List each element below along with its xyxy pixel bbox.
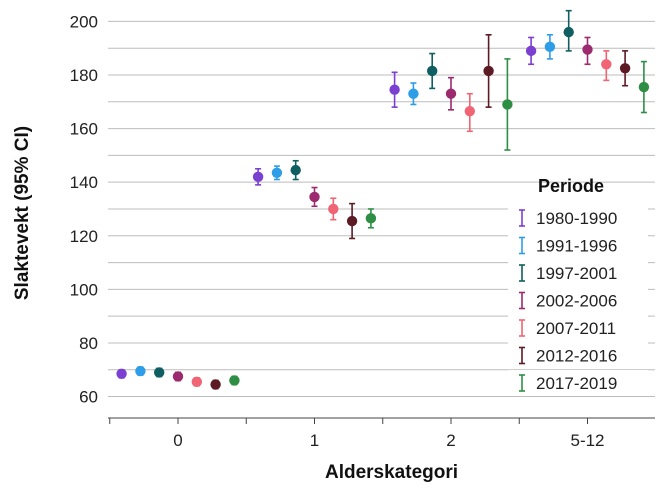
point-marker	[445, 88, 457, 99]
gridlines	[108, 20, 655, 398]
data-point	[191, 376, 202, 388]
data-point	[172, 371, 184, 382]
legend-label: 1991-1996	[536, 237, 617, 256]
legend-item: 2017-2019	[508, 370, 648, 395]
data-point	[135, 365, 146, 377]
legend-item: 1991-1996	[508, 232, 648, 258]
data-point	[210, 379, 221, 390]
point-marker	[172, 371, 184, 382]
point-marker	[309, 191, 320, 203]
y-tick-label: 140	[70, 173, 98, 192]
point-marker	[191, 376, 202, 388]
y-axis-ticks: 60 80 100 120 140 160 180 200	[70, 12, 98, 406]
point-marker	[154, 367, 165, 378]
point-marker	[408, 88, 419, 99]
data-point	[365, 208, 377, 229]
data-point	[582, 36, 593, 66]
legend-item-bg	[508, 260, 648, 285]
point-marker	[563, 26, 574, 38]
legend-label: 2012-2016	[536, 347, 617, 366]
legend-label: 2002-2006	[536, 292, 617, 311]
data-point	[408, 82, 419, 106]
legend-item: 1980-1990	[508, 205, 648, 230]
legend-item: 2002-2006	[508, 287, 648, 313]
y-tick-label: 180	[70, 66, 98, 85]
legend: Periode 1980-1990 1991-1996 1997-2001 2002-…	[508, 176, 648, 395]
data-point	[229, 375, 240, 386]
legend-item-bg	[508, 287, 648, 313]
point-marker	[638, 81, 650, 93]
data-point	[116, 368, 127, 379]
point-marker	[525, 45, 537, 57]
data-point	[563, 9, 574, 52]
legend-item: 2012-2016	[508, 342, 648, 368]
data-point	[619, 50, 631, 87]
point-marker	[483, 65, 494, 77]
data-point	[525, 36, 537, 66]
x-tick-label: 2	[446, 431, 455, 450]
point-marker	[389, 84, 400, 95]
y-tick-label: 200	[70, 12, 98, 31]
x-tick-label: 1	[310, 431, 319, 450]
point-marker	[135, 365, 146, 377]
point-marker	[116, 368, 127, 379]
y-tick-label: 120	[70, 227, 98, 246]
point-marker	[365, 213, 377, 224]
data-point	[464, 92, 475, 133]
data-point	[483, 33, 494, 108]
legend-item-bg	[508, 370, 648, 395]
data-point	[271, 165, 283, 181]
point-marker	[502, 99, 513, 110]
legend-item: 1997-2001	[508, 260, 648, 285]
data-points	[116, 9, 650, 390]
point-marker	[464, 105, 475, 117]
data-point	[154, 367, 165, 378]
point-marker	[252, 171, 264, 183]
legend-label: 2017-2019	[536, 374, 617, 393]
point-marker	[290, 164, 301, 176]
y-axis-title: Slaktevekt (95% CI)	[12, 126, 33, 300]
data-point	[328, 197, 339, 221]
point-marker	[328, 203, 339, 215]
data-point	[389, 71, 400, 108]
legend-item-bg	[508, 205, 648, 230]
point-marker	[582, 44, 593, 55]
x-tick-label: 0	[173, 431, 182, 450]
data-point	[445, 76, 457, 111]
point-marker	[346, 215, 358, 227]
y-tick-label: 80	[79, 334, 98, 353]
legend-item-bg	[508, 342, 648, 368]
point-marker	[210, 379, 221, 390]
x-tick-label: 5-12	[570, 431, 604, 450]
legend-item-bg	[508, 232, 648, 258]
legend-label: 1980-1990	[536, 209, 617, 228]
y-tick-label: 60	[79, 388, 98, 407]
data-point	[252, 167, 264, 186]
data-point	[290, 159, 301, 181]
legend-label: 1997-2001	[536, 264, 617, 283]
data-point	[346, 202, 358, 240]
data-point	[601, 50, 612, 82]
legend-item: 2007-2011	[508, 315, 648, 340]
data-point	[427, 52, 438, 90]
legend-item-bg	[508, 315, 648, 340]
point-marker	[544, 41, 556, 53]
y-tick-label: 160	[70, 120, 98, 139]
point-marker	[229, 375, 240, 386]
data-point	[544, 33, 556, 60]
data-point	[638, 60, 650, 114]
data-point	[309, 186, 320, 208]
x-axis: 0 1 2 5-12	[108, 417, 655, 450]
legend-title: Periode	[538, 176, 604, 196]
point-marker	[271, 167, 283, 179]
y-tick-label: 100	[70, 280, 98, 299]
point-marker	[427, 65, 438, 77]
point-marker	[619, 63, 631, 74]
data-point	[502, 58, 513, 151]
legend-label: 2007-2011	[536, 319, 616, 338]
point-marker	[601, 59, 612, 70]
x-axis-title: Alderskategori	[325, 462, 458, 483]
